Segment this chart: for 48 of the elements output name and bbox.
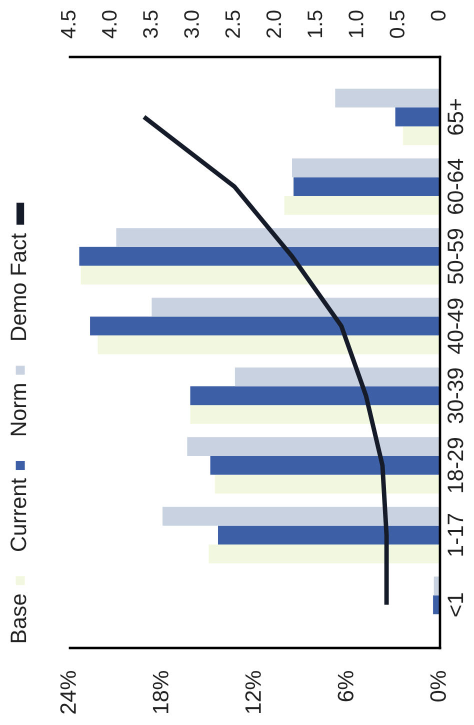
x-tick-label: 6%: [338, 671, 354, 702]
x-tick-label: 18%: [152, 671, 168, 714]
y-tick-label: 18-29: [448, 438, 464, 492]
y-tick-label: 60-64: [448, 158, 464, 214]
bar: [335, 88, 440, 108]
y-tick-label: <1: [448, 593, 464, 616]
x2-tick-label: 0.5: [390, 10, 404, 38]
x2-tick-label: 2.0: [266, 10, 282, 38]
bar: [214, 474, 440, 494]
bar: [190, 386, 440, 406]
x2-tick-label: 0: [430, 10, 446, 21]
bar: [90, 316, 440, 336]
bar: [403, 126, 440, 146]
x2-tick-label: 1.0: [348, 10, 364, 38]
legend-label: Current: [10, 478, 26, 551]
x-tick-label: 0%: [430, 671, 446, 702]
bar: [79, 246, 440, 266]
bar: [116, 228, 440, 247]
bar: [284, 196, 440, 215]
x2-tick-label: 1.5: [308, 10, 322, 38]
y-tick-label: 65+: [448, 99, 464, 135]
bar: [98, 335, 440, 354]
x-tick-label: 12%: [245, 671, 261, 714]
bar: [152, 298, 440, 317]
x2-tick-label: 3.5: [143, 10, 158, 38]
y-tick-label: 40-49: [448, 298, 464, 354]
y-tick-label: 50-59: [448, 228, 464, 284]
bar: [190, 405, 440, 424]
bar: [187, 437, 440, 456]
x-tick-label: 24%: [60, 671, 76, 714]
bar: [162, 506, 440, 526]
bar: [210, 456, 440, 475]
bar: [395, 108, 440, 126]
bar: [292, 158, 440, 178]
bar: [294, 177, 440, 196]
legend-label: Base: [10, 594, 26, 642]
bar: [208, 544, 440, 564]
bar: [234, 367, 440, 386]
x2-tick-label: 4.0: [102, 10, 117, 38]
x2-tick-label: 2.5: [225, 10, 240, 38]
legend-label: Norm: [10, 384, 26, 436]
y-tick-label: 30-39: [448, 368, 464, 424]
legend-label: Demo Fact: [10, 233, 26, 340]
bar: [218, 526, 440, 545]
y-tick-label: 1-17: [448, 514, 464, 556]
x2-tick-label: 4.5: [61, 10, 76, 38]
x2-tick-label: 3.0: [184, 10, 199, 38]
bar: [80, 266, 440, 285]
